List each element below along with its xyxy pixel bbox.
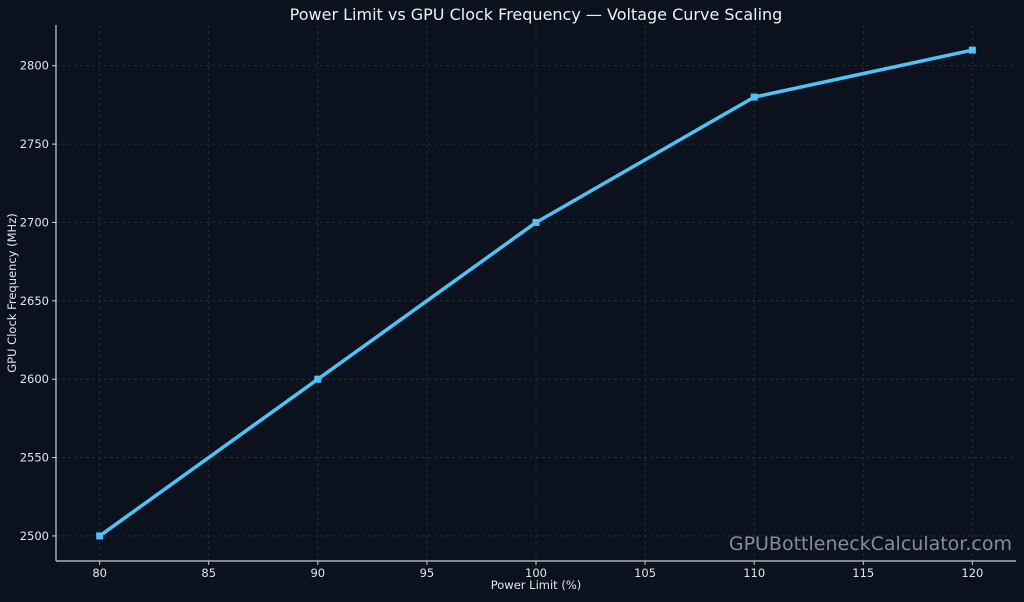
y-tick-label: 2650 (20, 294, 49, 308)
grid (56, 25, 1016, 561)
data-point (750, 93, 758, 101)
y-tick-label: 2700 (20, 215, 49, 229)
x-tick-label: 85 (201, 566, 216, 580)
x-tick-label: 105 (634, 566, 656, 580)
y-tick-label: 2550 (20, 451, 49, 465)
y-tick-label: 2800 (20, 59, 49, 73)
data-point (532, 218, 540, 226)
data-point (314, 375, 322, 383)
x-tick-label: 90 (310, 566, 325, 580)
x-tick-label: 110 (743, 566, 765, 580)
y-axis-label: GPU Clock Frequency (MHz) (5, 213, 19, 372)
data-point (96, 532, 104, 540)
x-ticks: 80 85 90 95 100 105 110 115 120 (92, 561, 983, 580)
y-tick-label: 2500 (20, 529, 49, 543)
x-tick-label: 120 (961, 566, 983, 580)
y-tick-label: 2600 (20, 372, 49, 386)
x-tick-label: 115 (852, 566, 874, 580)
x-tick-label: 100 (525, 566, 547, 580)
y-ticks: 2500 2550 2600 2650 2700 2750 2800 (20, 59, 56, 543)
x-tick-label: 80 (92, 566, 107, 580)
y-tick-label: 2750 (20, 137, 49, 151)
x-tick-label: 95 (420, 566, 435, 580)
x-axis-label: Power Limit (%) (491, 578, 582, 592)
chart-title: Power Limit vs GPU Clock Frequency — Vol… (290, 5, 783, 24)
data-point (968, 46, 976, 54)
series (96, 46, 976, 540)
watermark: GPUBottleneckCalculator.com (729, 533, 1012, 555)
